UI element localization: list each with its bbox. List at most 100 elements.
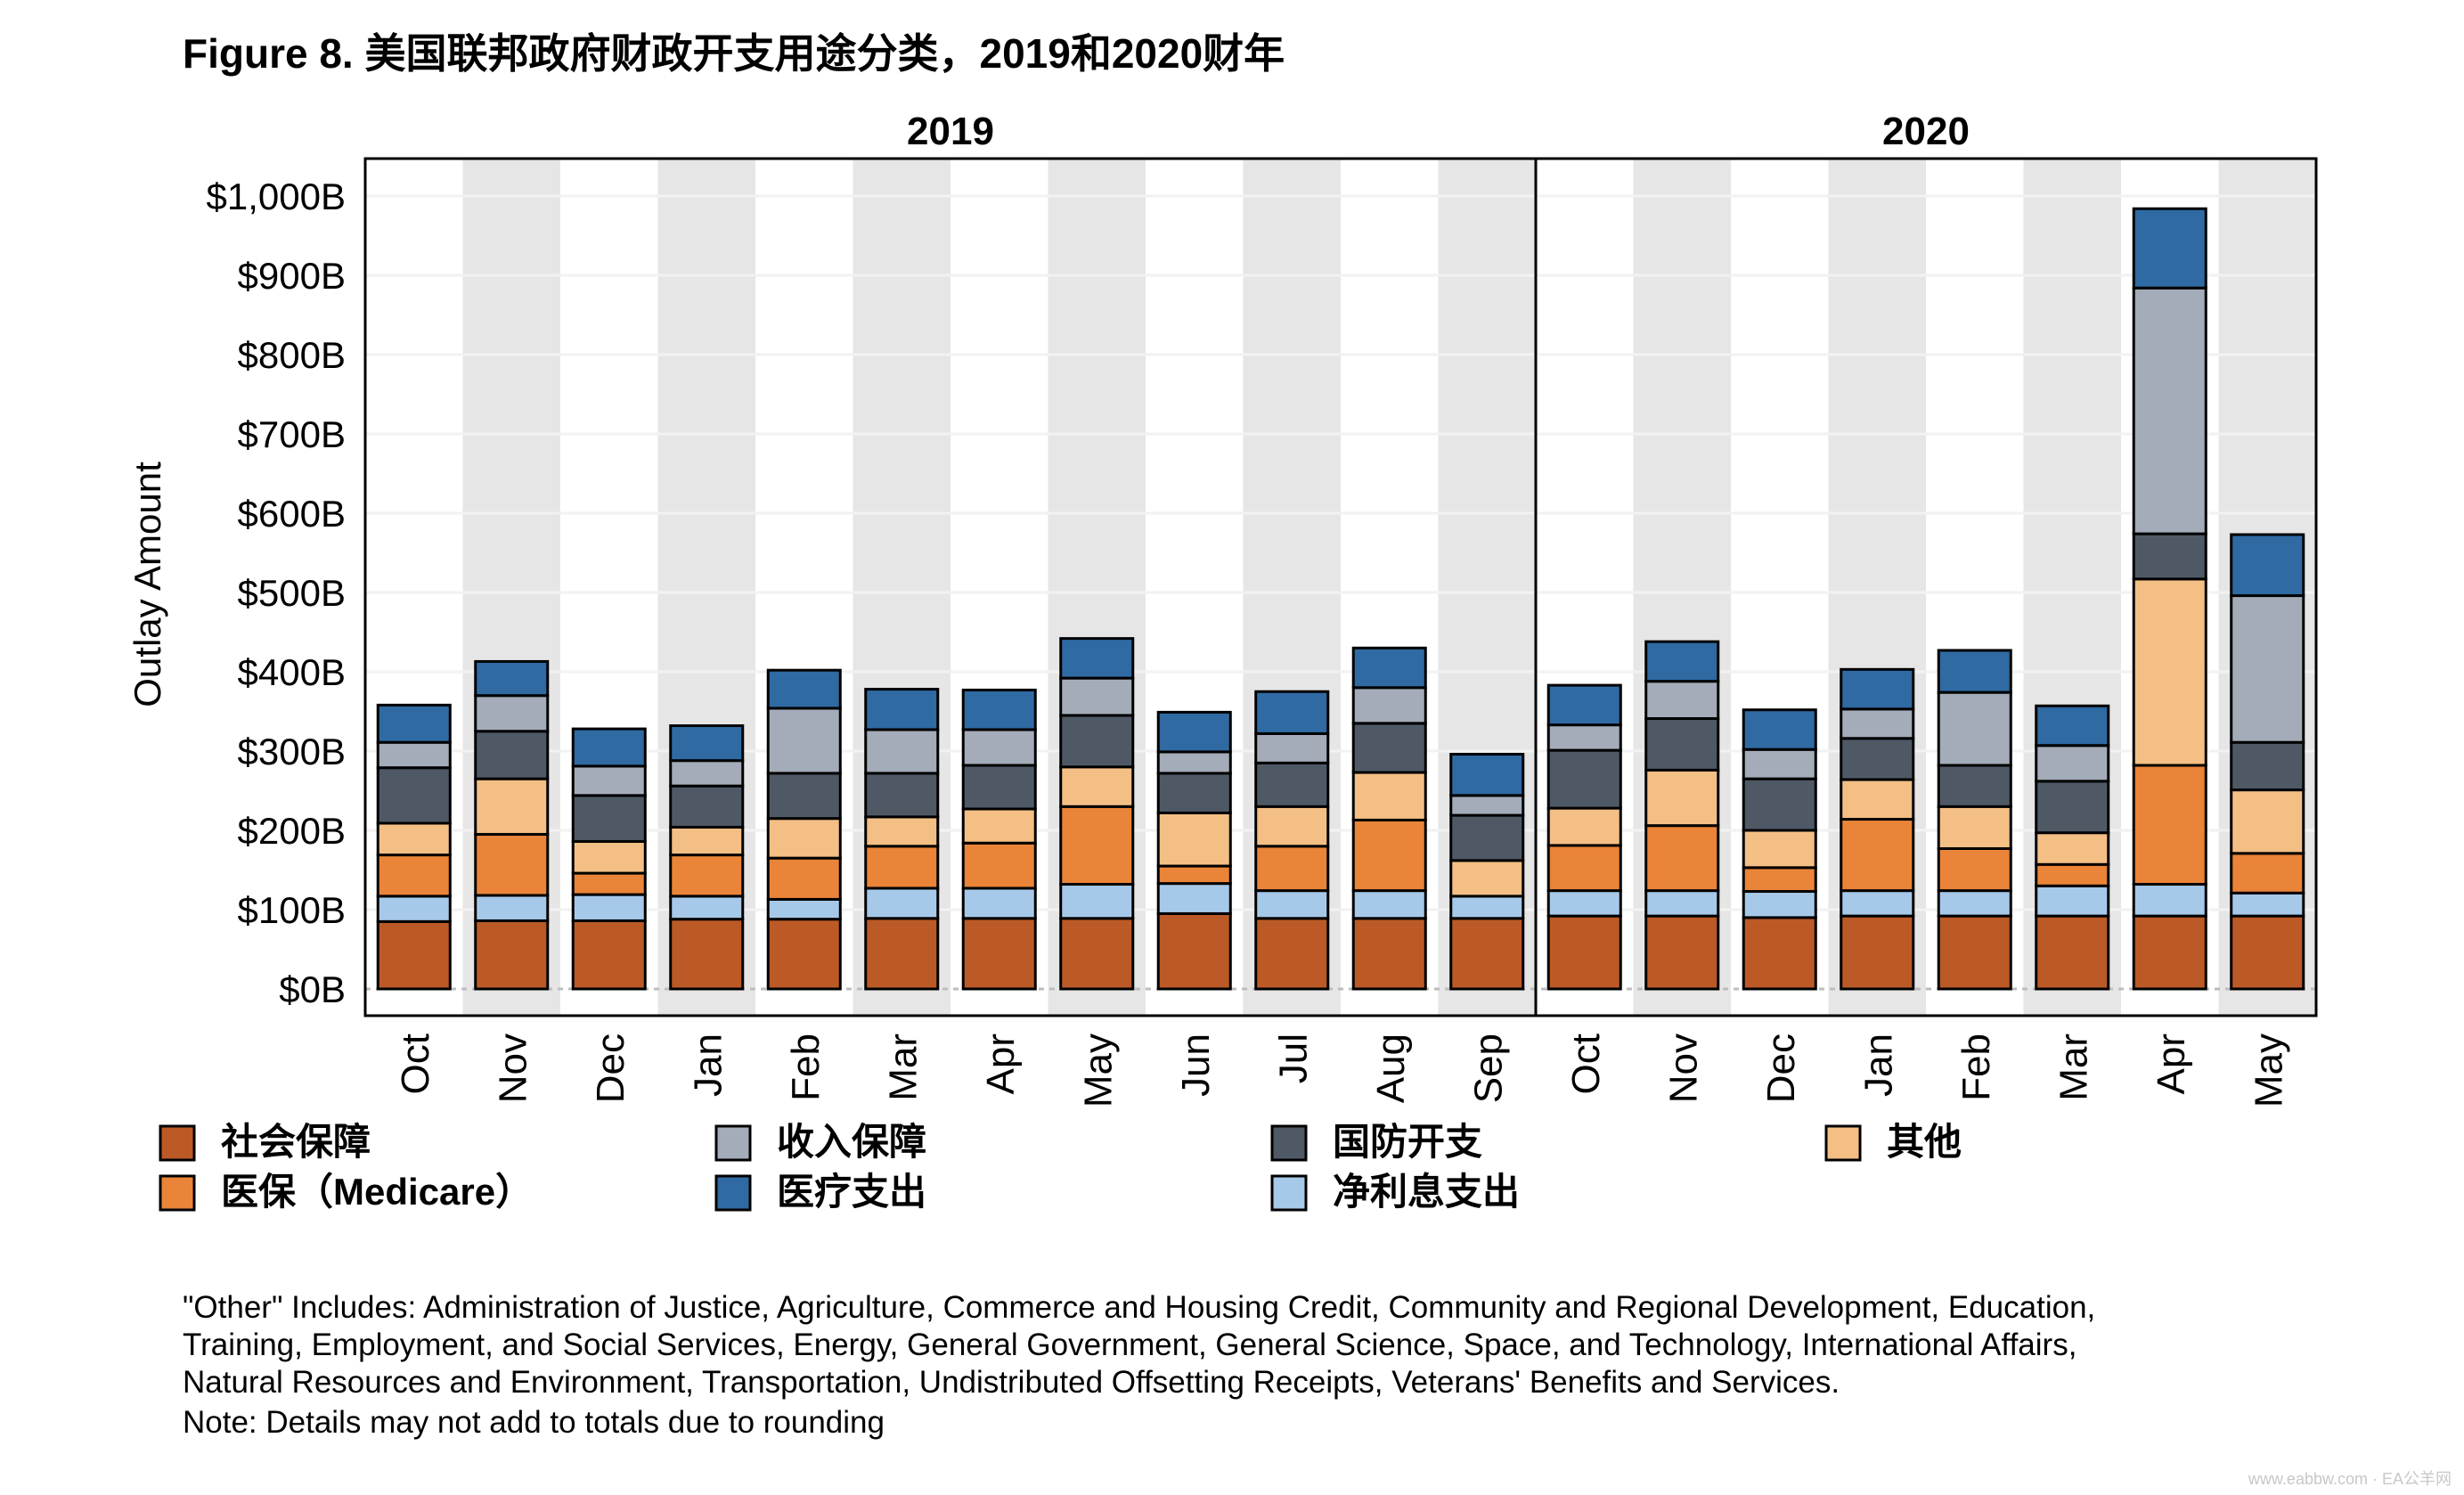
- legend-label: 其他: [1887, 1121, 1962, 1163]
- bar-segment: [1254, 889, 1330, 920]
- bar-segment: [2035, 862, 2110, 887]
- bar-segment: [766, 707, 842, 775]
- bar-segment: [1254, 690, 1330, 735]
- x-tick-label: Mar: [2052, 1033, 2095, 1101]
- x-tick-label: Feb: [784, 1033, 828, 1101]
- x-tick-label: Jul: [1271, 1033, 1315, 1083]
- x-tick-label: Mar: [881, 1033, 925, 1101]
- bar-segment: [474, 730, 550, 780]
- bar-segment: [1546, 748, 1622, 810]
- bar-segment: [2132, 207, 2207, 290]
- bar-segment: [2230, 788, 2305, 855]
- x-tick-label: Apr: [979, 1033, 1023, 1094]
- bar-segment: [864, 815, 940, 848]
- bar-segment: [1059, 917, 1135, 991]
- bar-segment: [1449, 794, 1525, 817]
- bar-segment: [571, 839, 647, 875]
- bar-segment: [1742, 748, 1817, 780]
- bar-segment: [376, 703, 452, 744]
- bar-segment: [1059, 676, 1135, 717]
- bar-segment: [1059, 714, 1135, 769]
- footnote-line-2: Training, Employment, and Social Service…: [183, 1328, 2077, 1362]
- bar-segment: [1351, 686, 1427, 725]
- y-tick-label: $100B: [238, 889, 346, 931]
- bar-segment: [2230, 594, 2305, 744]
- bar-segment: [1644, 640, 1720, 683]
- bar-segment: [1351, 889, 1427, 920]
- bar-segment: [2230, 533, 2305, 598]
- legend-swatch: [714, 1174, 752, 1212]
- x-tick-label: Dec: [589, 1033, 632, 1103]
- bar-segment: [961, 688, 1037, 731]
- bar-segment: [669, 854, 745, 898]
- bar-segment: [1644, 768, 1720, 828]
- bar-segment: [1937, 914, 2012, 991]
- bar-segment: [2132, 286, 2207, 535]
- bar-segment: [2132, 914, 2207, 991]
- bar-segment: [1840, 737, 1915, 781]
- bar-segment: [1840, 707, 1915, 740]
- bar-segment: [1546, 806, 1622, 847]
- bar-segment: [474, 919, 550, 991]
- bar-segment: [1254, 805, 1330, 848]
- bar-segment: [961, 728, 1037, 767]
- bar-segment: [1840, 818, 1915, 893]
- bar-segment: [1840, 667, 1915, 711]
- bar-segment: [474, 694, 550, 733]
- bar-segment: [1254, 731, 1330, 764]
- bar-segment: [1351, 722, 1427, 774]
- bar-segment: [864, 772, 940, 819]
- legend-label: 社会保障: [221, 1121, 371, 1163]
- legend-label: 收入保障: [777, 1121, 926, 1163]
- bar-segment: [669, 825, 745, 857]
- bar-segment: [864, 728, 940, 775]
- bar-segment: [376, 766, 452, 825]
- bar-segment: [1156, 710, 1232, 754]
- bar-segment: [961, 917, 1037, 991]
- bar-segment: [474, 894, 550, 922]
- bar-segment: [2035, 884, 2110, 918]
- bar-segment: [571, 764, 647, 797]
- bar-segment: [1546, 844, 1622, 893]
- bar-segment: [766, 856, 842, 901]
- bar-segment: [1351, 818, 1427, 893]
- y-tick-label: $200B: [238, 810, 346, 852]
- bar-segment: [1156, 772, 1232, 814]
- bar-segment: [2035, 914, 2110, 991]
- x-tick-label: Nov: [1661, 1033, 1705, 1103]
- legend-label: 医保（Medicare）: [221, 1171, 533, 1213]
- bar-segment: [1254, 845, 1330, 893]
- bar-segment: [1059, 765, 1135, 808]
- bar-segment: [1937, 889, 2012, 918]
- bar-segment: [961, 841, 1037, 890]
- bar-segment: [864, 886, 940, 920]
- bar-segment: [1937, 846, 2012, 893]
- bar-segment: [1156, 811, 1232, 868]
- bar-segment: [1644, 889, 1720, 918]
- x-tick-label: Jan: [1856, 1033, 1900, 1097]
- bar-segment: [1156, 882, 1232, 915]
- bar-segment: [864, 845, 940, 890]
- bar-segment: [961, 886, 1037, 920]
- bar-segment: [1449, 895, 1525, 920]
- chart-title: Figure 8. 美国联邦政府财政开支用途分类，2019和2020财年: [183, 30, 1285, 77]
- bar-segment: [669, 724, 745, 763]
- x-tick-label: May: [1076, 1033, 1120, 1107]
- bar-segment: [2035, 780, 2110, 835]
- bar-segment: [766, 817, 842, 860]
- legend-swatch: [1270, 1124, 1308, 1162]
- bar-segment: [474, 659, 550, 698]
- bar-segment: [1644, 680, 1720, 721]
- bar-segment: [376, 919, 452, 991]
- x-tick-label: Jun: [1174, 1033, 1218, 1097]
- bar-segment: [2132, 883, 2207, 918]
- legend-swatch: [159, 1124, 196, 1162]
- legend-swatch: [159, 1174, 196, 1212]
- bar-segment: [474, 832, 550, 897]
- y-tick-label: $600B: [238, 493, 346, 535]
- y-tick-label: $0B: [279, 968, 346, 1010]
- bar-segment: [1937, 805, 2012, 850]
- bar-segment: [1546, 723, 1622, 752]
- bar-segment: [571, 919, 647, 991]
- bar-segment: [1742, 708, 1817, 751]
